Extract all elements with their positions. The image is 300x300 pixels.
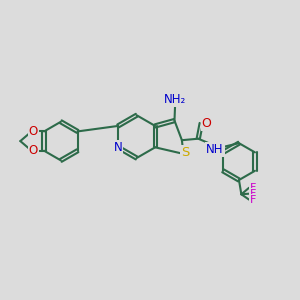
Text: NH: NH [206, 143, 224, 156]
Text: N: N [114, 141, 122, 154]
Text: O: O [28, 125, 38, 138]
Text: NH₂: NH₂ [164, 93, 186, 106]
Text: F: F [250, 189, 256, 199]
Text: O: O [28, 144, 38, 157]
Text: F: F [250, 183, 256, 193]
Text: S: S [181, 146, 189, 159]
Text: F: F [250, 195, 256, 205]
Text: O: O [202, 117, 212, 130]
